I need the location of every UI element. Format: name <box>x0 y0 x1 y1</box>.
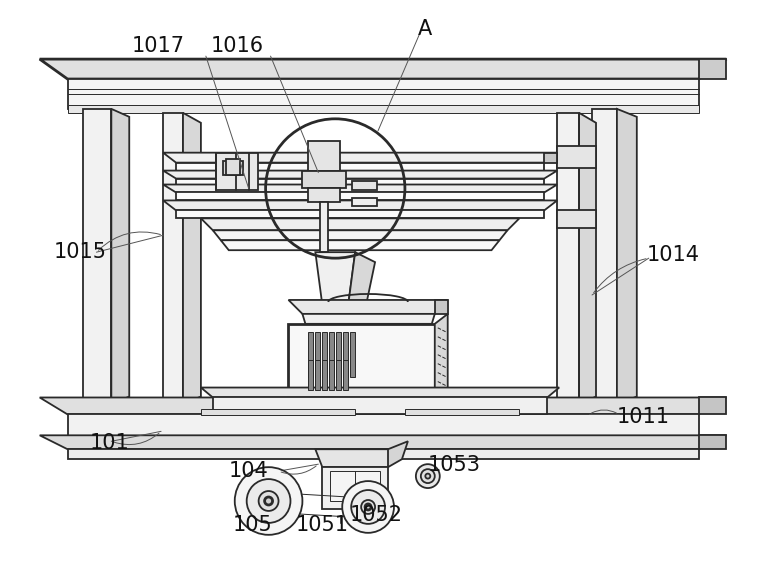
Polygon shape <box>176 192 545 200</box>
Bar <box>331 471 380 501</box>
Bar <box>343 360 349 389</box>
Polygon shape <box>40 397 727 414</box>
Polygon shape <box>163 200 557 210</box>
Text: 1053: 1053 <box>428 455 481 475</box>
Polygon shape <box>111 109 129 404</box>
Bar <box>352 199 377 206</box>
Polygon shape <box>163 113 183 404</box>
Bar <box>308 332 314 376</box>
Bar <box>557 146 596 167</box>
Text: 1051: 1051 <box>296 515 349 535</box>
Circle shape <box>258 491 279 511</box>
Polygon shape <box>183 113 201 404</box>
Polygon shape <box>201 218 520 230</box>
Polygon shape <box>699 397 727 414</box>
Polygon shape <box>322 467 388 509</box>
Text: 1052: 1052 <box>350 505 403 525</box>
Bar <box>322 360 328 389</box>
Polygon shape <box>545 153 557 163</box>
Polygon shape <box>176 163 545 171</box>
Polygon shape <box>315 449 395 467</box>
Polygon shape <box>213 230 507 240</box>
Text: 1011: 1011 <box>617 407 670 428</box>
Bar <box>350 332 356 376</box>
Polygon shape <box>163 171 557 178</box>
Text: 101: 101 <box>89 433 129 453</box>
Bar <box>308 360 314 389</box>
Circle shape <box>361 500 375 514</box>
Bar <box>557 210 596 228</box>
Polygon shape <box>617 109 637 404</box>
Polygon shape <box>592 109 617 404</box>
Polygon shape <box>579 113 596 404</box>
Bar <box>226 159 240 174</box>
Circle shape <box>342 481 394 533</box>
Text: 1016: 1016 <box>211 36 264 56</box>
Text: 1014: 1014 <box>647 245 699 265</box>
Polygon shape <box>68 449 699 459</box>
Polygon shape <box>176 210 545 218</box>
Polygon shape <box>68 105 699 113</box>
Bar <box>308 188 340 202</box>
Bar <box>329 360 335 389</box>
Bar <box>329 332 335 376</box>
Bar <box>336 360 342 389</box>
Polygon shape <box>40 435 727 449</box>
Bar <box>223 160 243 174</box>
Polygon shape <box>40 59 727 79</box>
Text: 1017: 1017 <box>131 36 184 56</box>
Circle shape <box>247 479 290 523</box>
Polygon shape <box>68 79 699 109</box>
Polygon shape <box>83 109 111 404</box>
Text: A: A <box>418 19 432 40</box>
Bar <box>303 171 346 188</box>
Polygon shape <box>221 240 499 250</box>
Bar <box>322 332 328 376</box>
Polygon shape <box>163 153 557 163</box>
Circle shape <box>365 504 371 510</box>
Polygon shape <box>201 388 559 397</box>
Bar <box>336 332 342 376</box>
Polygon shape <box>289 324 435 400</box>
Text: 105: 105 <box>233 515 272 535</box>
Bar <box>343 332 349 376</box>
Polygon shape <box>303 314 435 324</box>
Bar <box>352 181 377 191</box>
Polygon shape <box>699 435 727 449</box>
Polygon shape <box>315 252 356 305</box>
Bar <box>216 153 258 191</box>
Polygon shape <box>435 300 447 314</box>
Polygon shape <box>349 252 375 305</box>
Polygon shape <box>176 178 545 185</box>
Bar <box>308 141 340 171</box>
Polygon shape <box>557 113 579 404</box>
Circle shape <box>416 464 440 488</box>
Bar <box>201 410 356 415</box>
Polygon shape <box>289 300 447 314</box>
Polygon shape <box>68 414 699 439</box>
Circle shape <box>426 474 430 479</box>
Circle shape <box>421 469 435 483</box>
Text: 104: 104 <box>229 461 268 481</box>
Bar <box>315 332 321 376</box>
Bar <box>315 360 321 389</box>
Polygon shape <box>213 397 547 414</box>
Bar <box>321 202 328 252</box>
Polygon shape <box>699 59 727 79</box>
Circle shape <box>235 467 303 535</box>
Polygon shape <box>388 442 408 467</box>
Circle shape <box>351 490 385 524</box>
Circle shape <box>265 497 272 505</box>
Polygon shape <box>163 185 557 192</box>
Text: 1015: 1015 <box>54 242 107 262</box>
Bar <box>405 410 520 415</box>
Polygon shape <box>435 314 447 400</box>
